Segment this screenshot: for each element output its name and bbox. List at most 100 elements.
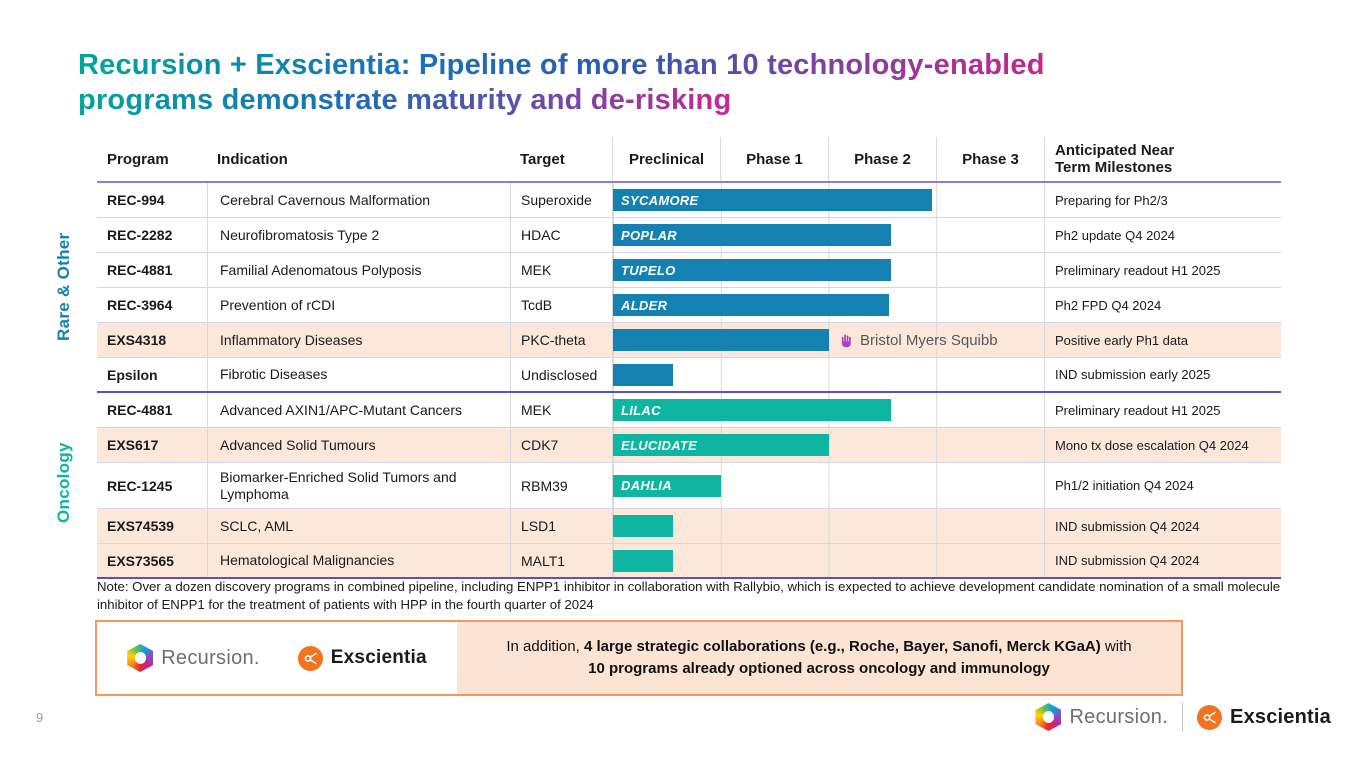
footer-divider [1182, 702, 1184, 732]
target-cell: MEK [510, 393, 612, 427]
indication-cell: Prevention of rCDI [207, 288, 510, 322]
phase-track [612, 544, 1044, 577]
milestone-cell: IND submission early 2025 [1044, 358, 1281, 391]
target-cell: MEK [510, 253, 612, 287]
group-label-oncology: Oncology [54, 442, 73, 523]
pipeline-progress-bar: TUPELO [613, 259, 891, 281]
phase-track: POPLAR [612, 218, 1044, 252]
indication-cell: Advanced Solid Tumours [207, 428, 510, 462]
indication-cell: SCLC, AML [207, 509, 510, 543]
program-cell: REC-3964 [107, 297, 173, 313]
trial-name-label: SYCAMORE [621, 192, 699, 208]
phase-track: DAHLIA [612, 463, 1044, 508]
pipeline-progress-bar: ALDER [613, 294, 889, 316]
table-row: Epsilon Fibrotic Diseases Undisclosed IN… [97, 358, 1281, 393]
phase-track [612, 358, 1044, 391]
recursion-logo-icon [127, 644, 154, 672]
target-cell: HDAC [510, 218, 612, 252]
table-row: EXS74539 SCLC, AML LSD1 IND submission Q… [97, 509, 1281, 544]
trial-name-label: POPLAR [621, 227, 677, 243]
table-row: EXS73565 Hematological Malignancies MALT… [97, 544, 1281, 579]
milestone-cell: Mono tx dose escalation Q4 2024 [1044, 428, 1281, 462]
exscientia-logo-icon [297, 645, 323, 671]
recursion-wordmark: Recursion. [1069, 705, 1169, 728]
phase-track: TUPELO [612, 253, 1044, 287]
indication-cell: Fibrotic Diseases [207, 358, 510, 391]
partner-name: Bristol Myers Squibb [860, 331, 998, 349]
indication-cell: Cerebral Cavernous Malformation [207, 183, 510, 217]
indication-cell: Inflammatory Diseases [207, 323, 510, 357]
target-cell: RBM39 [510, 463, 612, 508]
target-cell: PKC-theta [510, 323, 612, 357]
exscientia-logo-icon [1197, 704, 1223, 730]
trial-name-label: LILAC [621, 402, 661, 418]
trial-name-label: ELUCIDATE [621, 437, 698, 453]
target-cell: Undisclosed [510, 358, 612, 391]
table-row: EXS4318 Inflammatory Diseases PKC-theta [97, 323, 1281, 358]
indication-cell: Neurofibromatosis Type 2 [207, 218, 510, 252]
header-phase1: Phase 1 [720, 137, 828, 181]
indication-cell: Familial Adenomatous Polyposis [207, 253, 510, 287]
indication-cell: Biomarker-Enriched Solid Tumors and Lymp… [207, 463, 510, 508]
pipeline-progress-bar: DAHLIA [613, 474, 721, 497]
table-row: REC-2282 Neurofibromatosis Type 2 HDAC P… [97, 218, 1281, 253]
collaboration-text: In addition, 4 large strategic collabora… [457, 622, 1181, 694]
pipeline-progress-bar: ELUCIDATE [613, 434, 829, 456]
logo-panel: Recursion. Exscientia [97, 622, 457, 694]
milestone-cell: Preliminary readout H1 2025 [1044, 393, 1281, 427]
program-cell: EXS4318 [107, 332, 167, 348]
program-cell: REC-1245 [107, 477, 173, 494]
title-line-2: programs demonstrate maturity and de-ris… [78, 83, 732, 116]
program-cell: REC-994 [107, 192, 165, 208]
program-cell: REC-4881 [107, 402, 173, 418]
collab-mid: with [1100, 637, 1132, 655]
trial-name-label: DAHLIA [621, 478, 672, 493]
target-cell: TcdB [510, 288, 612, 322]
milestone-cell: Ph2 update Q4 2024 [1044, 218, 1281, 252]
footer-brandbar: Recursion. Exscientia [1035, 702, 1331, 732]
milestone-cell: Preparing for Ph2/3 [1044, 183, 1281, 217]
header-milestones: Anticipated Near Term Milestones [1044, 137, 1281, 181]
program-cell: EXS74539 [107, 518, 174, 534]
pipeline-progress-bar: SYCAMORE [613, 189, 932, 211]
header-program: Program [107, 150, 169, 168]
target-cell: CDK7 [510, 428, 612, 462]
title-line-1: Recursion + Exscientia: Pipeline of more… [78, 49, 1045, 81]
table-row: REC-1245 Biomarker-Enriched Solid Tumors… [97, 463, 1281, 509]
pipeline-progress-bar: LILAC [613, 399, 891, 421]
header-phase3: Phase 3 [936, 137, 1044, 181]
phase-track [612, 509, 1044, 543]
footnote: Note: Over a dozen discovery programs in… [97, 579, 1281, 612]
pipeline-progress-bar [613, 515, 673, 537]
target-cell: LSD1 [510, 509, 612, 543]
partner-annotation: Bristol Myers Squibb [839, 332, 998, 349]
collab-bold-1: 4 large strategic collaborations (e.g., … [583, 637, 1101, 655]
collab-pre: In addition, [506, 637, 584, 655]
header-phase2: Phase 2 [828, 137, 936, 181]
indication-cell: Hematological Malignancies [207, 544, 510, 577]
header-milestones-line1: Anticipated Near [1055, 141, 1175, 159]
indication-cell: Advanced AXIN1/APC-Mutant Cancers [207, 393, 510, 427]
table-row: REC-4881 Advanced AXIN1/APC-Mutant Cance… [97, 393, 1281, 428]
header-milestones-line2: Term Milestones [1055, 159, 1173, 176]
phase-track: SYCAMORE [612, 183, 1044, 217]
table-row: EXS617 Advanced Solid Tumours CDK7 ELUCI… [97, 428, 1281, 463]
exscientia-wordmark: Exscientia [1230, 705, 1331, 728]
pipeline-progress-bar: POPLAR [613, 224, 891, 246]
page-number: 9 [36, 710, 44, 725]
table-row: REC-4881 Familial Adenomatous Polyposis … [97, 253, 1281, 288]
target-cell: MALT1 [510, 544, 612, 577]
recursion-wordmark: Recursion. [161, 646, 260, 669]
group-label-rare-other: Rare & Other [54, 232, 73, 342]
recursion-brand: Recursion. [127, 644, 260, 672]
bms-hand-icon [841, 334, 851, 348]
footer-recursion-brand: Recursion. [1035, 703, 1168, 731]
page-title: Recursion + Exscientia: Pipeline of more… [78, 48, 1045, 118]
table-row: REC-994 Cerebral Cavernous Malformation … [97, 183, 1281, 218]
milestone-cell: IND submission Q4 2024 [1044, 544, 1281, 577]
exscientia-wordmark: Exscientia [330, 647, 427, 668]
header-target: Target [520, 150, 565, 168]
pipeline-progress-bar [613, 329, 829, 351]
milestone-cell: Preliminary readout H1 2025 [1044, 253, 1281, 287]
